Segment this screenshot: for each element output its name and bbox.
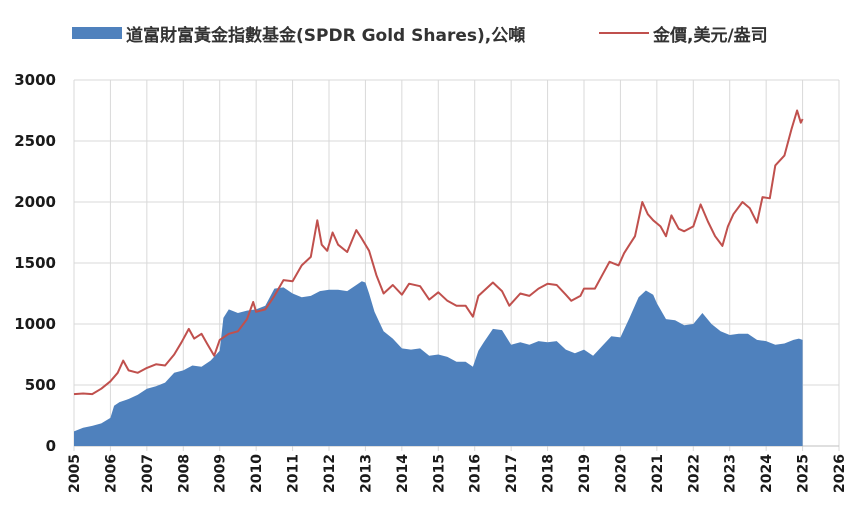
x-tick-label: 2015: [431, 454, 447, 493]
x-tick-label: 2016: [468, 454, 484, 493]
x-tick-label: 2005: [67, 454, 83, 493]
x-tick-label: 2020: [613, 454, 629, 493]
series: [73, 109, 804, 446]
x-tick-label: 2026: [832, 454, 848, 493]
x-tick-label: 2018: [541, 454, 557, 493]
y-tick-label: 1000: [14, 315, 56, 333]
x-tick-label: 2009: [213, 454, 229, 493]
legend-entry-gold-price: 金價,美元/盎司: [599, 18, 768, 48]
y-tick-label: 3000: [14, 71, 56, 89]
x-tick-label: 2022: [686, 454, 702, 493]
x-tick-label: 2014: [395, 454, 411, 493]
y-tick-label: 500: [25, 376, 56, 394]
x-tick-label: 2008: [176, 454, 192, 493]
y-axis-ticks: 0 500 1000 1500 2000 2500 3000: [14, 71, 56, 455]
y-tick-label: 0: [46, 437, 56, 455]
series-line-gold-price: [73, 109, 804, 396]
x-tick-label: 2012: [322, 454, 338, 493]
x-tick-label: 2021: [650, 454, 666, 493]
x-tick-label: 2010: [249, 454, 265, 493]
x-tick-label: 2023: [723, 454, 739, 493]
legend-swatch-area: [72, 27, 122, 39]
y-tick-label: 2500: [14, 132, 56, 150]
x-tick-label: 2019: [577, 454, 593, 493]
legend-label-gold-price: 金價,美元/盎司: [653, 25, 768, 46]
x-tick-label: 2017: [504, 454, 520, 493]
x-tick-label: 2025: [796, 454, 812, 493]
legend-swatch-line: [599, 32, 649, 34]
x-tick-label: 2011: [286, 454, 302, 493]
x-tick-label: 2024: [759, 454, 775, 493]
x-tick-label: 2013: [358, 454, 374, 493]
y-tick-label: 2000: [14, 193, 56, 211]
legend-label-etf: 道富財富黃金指數基金(SPDR Gold Shares),公噸: [126, 25, 526, 46]
x-axis-ticks: 2005 2006 2007 2008 2009 2010 2011 2012 2013 2014…: [67, 454, 848, 493]
grid: [73, 79, 840, 451]
x-tick-label: 2006: [103, 454, 119, 493]
series-area-etf-holdings: [74, 281, 803, 446]
y-tick-label: 1500: [14, 254, 56, 272]
legend-entry-etf: 道富財富黃金指數基金(SPDR Gold Shares),公噸: [72, 18, 525, 48]
x-tick-label: 2007: [140, 454, 156, 493]
